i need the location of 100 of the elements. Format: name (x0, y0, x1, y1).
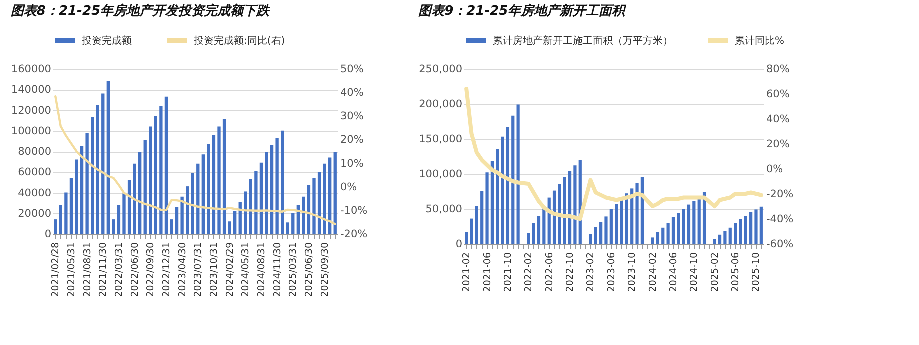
y-tick-label: 60000 (18, 166, 52, 179)
bar (558, 184, 562, 244)
bar (96, 105, 100, 234)
bar (106, 81, 110, 234)
bar (692, 201, 696, 244)
bar (75, 160, 78, 234)
x-tick-label: 2025-10 (751, 252, 762, 292)
y-tick-label: 140000 (11, 84, 52, 96)
bar (682, 209, 686, 244)
y2-tick-label: 10% (340, 158, 364, 170)
bar (144, 140, 147, 234)
bar (307, 186, 311, 234)
y-tick-label: 200,000 (419, 98, 462, 110)
x-tick-label: 2024-10 (689, 252, 700, 292)
y2-tick-label: 80% (766, 64, 790, 76)
bar (180, 196, 184, 234)
x-tick-label: 2025/09/30 (320, 242, 331, 298)
bar (64, 192, 68, 234)
bar (186, 186, 190, 234)
bar (636, 183, 639, 244)
bar (302, 196, 306, 234)
y-tick-label: 50,000 (426, 204, 462, 216)
x-tick-label: 2024/11/30 (272, 242, 284, 298)
x-tick-label: 2022-02 (524, 252, 535, 292)
bar (589, 234, 592, 244)
x-tick-label: 2022/03/31 (114, 242, 125, 298)
bar (175, 207, 179, 234)
bar (475, 206, 478, 244)
bar (122, 194, 126, 234)
bar (662, 228, 665, 244)
bar (154, 116, 158, 234)
bar (656, 232, 660, 244)
y2-tick-label: 20% (340, 134, 364, 146)
bar (323, 164, 326, 234)
bar (196, 164, 200, 234)
x-tick-label: 2023/04/30 (177, 242, 188, 298)
bar (604, 216, 608, 244)
x-tick-label: 2021/02/28 (50, 242, 62, 298)
bar (86, 132, 89, 234)
bar (207, 144, 210, 234)
bar (486, 172, 489, 244)
bar (734, 223, 738, 244)
x-tick-label: 2022-10 (565, 252, 576, 292)
bar (744, 216, 748, 244)
bar (672, 217, 676, 244)
bar (276, 138, 279, 234)
y2-tick-label: -60% (766, 238, 794, 250)
bar (334, 152, 337, 234)
y2-tick-label: 0% (340, 181, 358, 194)
bar (750, 212, 753, 244)
bar (739, 220, 742, 244)
x-tick-label: 2022/12/31 (161, 242, 172, 298)
bar (312, 178, 316, 234)
x-tick-label: 2021-06 (482, 252, 494, 292)
y-tick-label: 250,000 (419, 64, 462, 76)
bar (501, 136, 504, 244)
bar (480, 192, 484, 244)
bar (651, 238, 654, 244)
legend-label: 累计房地产新开工施工面积（万平方米） (493, 34, 673, 47)
y2-tick-label: -10% (340, 204, 368, 217)
bar (218, 126, 221, 234)
y-tick-label: 120000 (11, 104, 52, 117)
x-tick-label: 2023/10/31 (208, 242, 220, 298)
y-tick-label: 100,000 (419, 168, 462, 180)
y2-tick-label: -20% (340, 228, 368, 240)
y-tick-label: 160000 (11, 64, 52, 76)
bar (149, 126, 152, 234)
bar (496, 150, 500, 244)
line-series (464, 87, 764, 221)
x-tick-label: 2021/05/31 (66, 242, 78, 298)
bar (117, 205, 121, 234)
bar (80, 146, 84, 234)
bar (91, 117, 94, 234)
legend-label: 投资完成额 (81, 34, 132, 47)
x-tick-label: 2024/05/31 (240, 242, 252, 298)
x-tick-label: 2023/07/31 (193, 242, 204, 298)
x-tick-label: 2024/02/29 (224, 242, 236, 298)
y-tick-label: 40000 (18, 187, 52, 200)
chart-title: 图表8：21-25年房地产开发投资完成额下跌 (10, 3, 272, 19)
bar (138, 152, 142, 234)
x-tick-label: 2021/08/31 (82, 242, 94, 298)
bar (222, 120, 226, 234)
bar (286, 222, 290, 234)
legend-label: 投资完成额:同比(右) (193, 34, 286, 47)
x-tick-label: 2024/08/31 (256, 242, 268, 298)
bar (292, 213, 295, 234)
bar (760, 206, 763, 244)
bar (191, 173, 194, 234)
y2-tick-label: -20% (766, 188, 794, 200)
bar (54, 220, 58, 234)
y-tick-label: 20000 (18, 208, 52, 220)
y2-tick-label: 30% (340, 110, 364, 123)
bar (506, 127, 510, 244)
bar (133, 164, 136, 234)
bar (563, 178, 566, 244)
bar (328, 158, 332, 234)
bar (512, 116, 515, 244)
line-series (54, 95, 336, 226)
y2-tick-label: 0% (766, 164, 784, 176)
bar (70, 178, 74, 234)
